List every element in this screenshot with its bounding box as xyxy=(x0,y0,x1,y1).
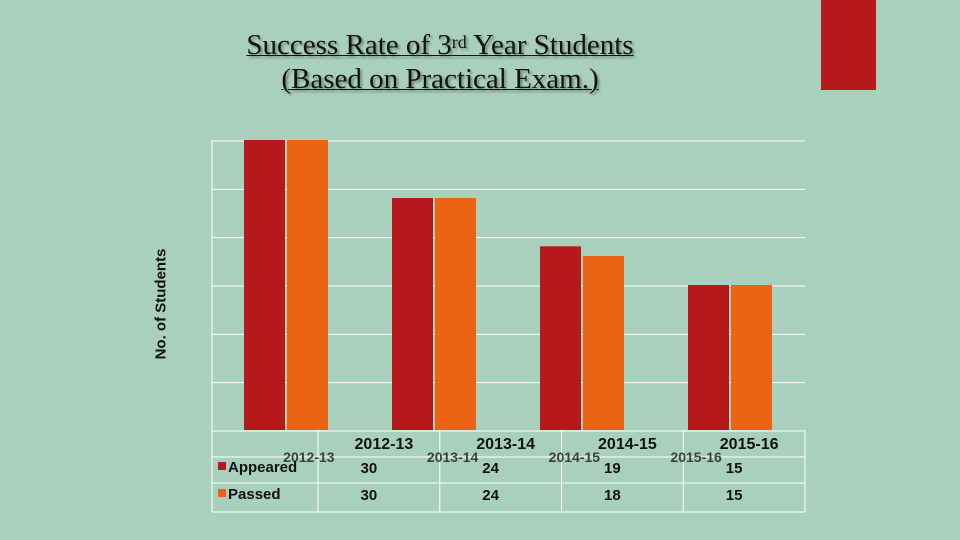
legend-key-passed xyxy=(218,489,226,497)
data-label-appeared: 19 xyxy=(604,460,621,477)
bar-appeared-2014-15 xyxy=(540,246,581,430)
chart-title: Success Rate of 3rd Year Students (Based… xyxy=(150,28,730,96)
title-line-2: (Based on Practical Exam.) xyxy=(281,63,599,95)
legend-label-passed: Passed xyxy=(228,486,281,503)
category-label: 2012-13 xyxy=(355,436,414,453)
data-label-passed: 18 xyxy=(604,487,621,504)
data-label-passed: 24 xyxy=(482,487,499,504)
category-label-shadow: 2013-14 xyxy=(427,449,479,465)
title-line-1: Success Rate of 3rd Year Students xyxy=(150,28,730,62)
title-prefix: Success Rate of 3 xyxy=(246,29,452,61)
bar-passed-2015-16 xyxy=(731,285,772,430)
legend-key-appeared xyxy=(218,462,226,470)
category-label: 2015-16 xyxy=(720,436,779,453)
category-label-shadow: 2015-16 xyxy=(670,449,722,465)
category-label-shadow: 2014-15 xyxy=(549,449,601,465)
legend-label-appeared: Appeared xyxy=(228,459,297,476)
bar-passed-2013-14 xyxy=(435,198,476,430)
category-label: 2013-14 xyxy=(476,436,535,453)
bar-appeared-2012-13 xyxy=(244,140,285,430)
data-label-appeared: 15 xyxy=(726,460,743,477)
title-suffix: Year Students xyxy=(466,29,634,61)
accent-block xyxy=(821,0,876,90)
bar-appeared-2013-14 xyxy=(392,198,433,430)
category-label: 2014-15 xyxy=(598,436,657,453)
data-label-appeared: 30 xyxy=(361,460,378,477)
title-superscript: rd xyxy=(451,32,467,52)
data-label-appeared: 24 xyxy=(482,460,499,477)
data-label-passed: 15 xyxy=(726,487,743,504)
category-label-shadow: 2012-13 xyxy=(283,449,335,465)
bar-passed-2012-13 xyxy=(287,140,328,430)
data-label-passed: 30 xyxy=(361,487,378,504)
bar-appeared-2015-16 xyxy=(688,285,729,430)
bar-passed-2014-15 xyxy=(583,256,624,430)
